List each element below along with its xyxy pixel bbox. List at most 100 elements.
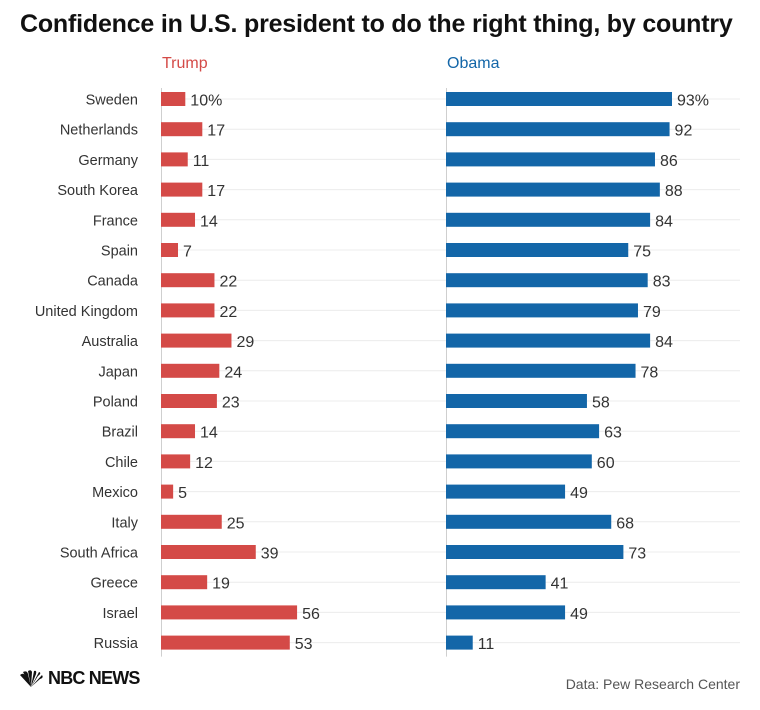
bar bbox=[161, 333, 232, 348]
data-label: 11 bbox=[193, 153, 210, 170]
data-label: 17 bbox=[207, 123, 225, 140]
data-label: 29 bbox=[236, 334, 254, 351]
category-label: United Kingdom bbox=[35, 304, 138, 320]
data-label: 49 bbox=[570, 485, 588, 502]
data-label: 24 bbox=[224, 364, 242, 381]
category-label: Greece bbox=[90, 576, 138, 592]
bar bbox=[446, 575, 546, 590]
data-label: 88 bbox=[665, 183, 683, 200]
nbc-peacock-icon bbox=[20, 669, 43, 687]
bar bbox=[446, 514, 612, 529]
category-label: Chile bbox=[105, 455, 138, 471]
bar bbox=[161, 545, 256, 559]
bar bbox=[161, 575, 208, 590]
data-label: 25 bbox=[227, 515, 245, 532]
bar bbox=[446, 605, 566, 620]
data-label: 73 bbox=[628, 546, 646, 563]
bar bbox=[446, 212, 651, 227]
bar bbox=[161, 92, 186, 106]
data-label: 86 bbox=[660, 153, 678, 170]
data-label: 68 bbox=[616, 515, 634, 532]
bar bbox=[161, 303, 215, 318]
data-label: 75 bbox=[633, 244, 651, 261]
bar bbox=[161, 122, 203, 137]
bar bbox=[161, 424, 196, 439]
bar bbox=[446, 454, 592, 469]
data-label: 53 bbox=[295, 636, 313, 653]
bar bbox=[161, 182, 203, 197]
bar bbox=[161, 605, 298, 620]
bar bbox=[161, 514, 222, 529]
bar bbox=[446, 545, 624, 559]
bar bbox=[446, 273, 648, 288]
data-label: 10% bbox=[190, 93, 222, 110]
data-label: 79 bbox=[643, 304, 661, 321]
bar bbox=[446, 635, 473, 650]
data-label: 5 bbox=[178, 485, 187, 502]
data-label: 84 bbox=[655, 334, 673, 351]
data-label: 23 bbox=[222, 395, 240, 412]
bar bbox=[446, 92, 672, 106]
data-label: 11 bbox=[478, 636, 495, 653]
logo-text: NBC NEWS bbox=[48, 668, 140, 688]
category-label: Japan bbox=[98, 364, 138, 380]
data-label: 17 bbox=[207, 183, 225, 200]
source-note: Data: Pew Research Center bbox=[565, 676, 740, 692]
bar bbox=[446, 303, 638, 318]
data-label: 60 bbox=[597, 455, 615, 472]
bar bbox=[161, 152, 188, 167]
category-label: Italy bbox=[111, 515, 138, 531]
data-label: 7 bbox=[183, 244, 192, 261]
bar bbox=[446, 333, 651, 348]
bar bbox=[446, 182, 660, 197]
category-label: France bbox=[93, 213, 138, 229]
bar bbox=[161, 484, 174, 499]
category-label: Germany bbox=[78, 153, 138, 169]
category-label: Poland bbox=[93, 395, 138, 411]
bar bbox=[161, 273, 215, 288]
data-label: 49 bbox=[570, 606, 588, 623]
category-label: South Africa bbox=[60, 546, 139, 562]
category-label: Canada bbox=[87, 274, 139, 290]
category-label: South Korea bbox=[57, 183, 139, 199]
bar bbox=[446, 363, 636, 378]
data-label: 22 bbox=[219, 304, 237, 321]
series-label: Obama bbox=[447, 55, 500, 72]
data-label: 92 bbox=[675, 123, 693, 140]
data-label: 78 bbox=[641, 364, 659, 381]
data-label: 12 bbox=[195, 455, 213, 472]
category-label: Russia bbox=[94, 636, 139, 652]
bar bbox=[161, 454, 191, 469]
chart-title: Confidence in U.S. president to do the r… bbox=[20, 10, 733, 38]
bar bbox=[161, 212, 196, 227]
bar bbox=[161, 363, 220, 378]
nbc-news-logo: NBC NEWS bbox=[18, 668, 140, 689]
bar bbox=[161, 635, 290, 650]
data-label: 84 bbox=[655, 213, 673, 230]
category-label: Sweden bbox=[86, 93, 138, 109]
bar bbox=[446, 152, 655, 167]
bar bbox=[161, 394, 217, 408]
data-label: 41 bbox=[551, 576, 569, 593]
bar bbox=[161, 243, 179, 257]
category-label: Israel bbox=[103, 606, 138, 622]
category-label: Australia bbox=[82, 334, 139, 350]
data-label: 14 bbox=[200, 213, 218, 230]
bar bbox=[446, 484, 566, 499]
data-label: 58 bbox=[592, 395, 610, 412]
data-label: 14 bbox=[200, 425, 218, 442]
data-label: 22 bbox=[219, 274, 237, 291]
bar bbox=[446, 122, 670, 137]
data-label: 63 bbox=[604, 425, 622, 442]
data-label: 39 bbox=[261, 546, 279, 563]
series-label: Trump bbox=[162, 55, 208, 72]
category-label: Netherlands bbox=[60, 123, 138, 139]
category-label: Spain bbox=[101, 244, 138, 260]
bar bbox=[446, 243, 629, 257]
category-label: Brazil bbox=[102, 425, 138, 441]
bar bbox=[446, 424, 600, 439]
data-label: 93% bbox=[677, 93, 709, 110]
data-label: 83 bbox=[653, 274, 671, 291]
category-label: Mexico bbox=[92, 485, 138, 501]
